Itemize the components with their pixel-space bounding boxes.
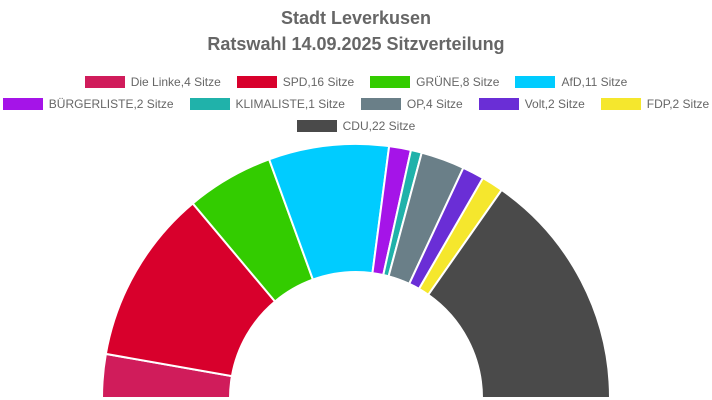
legend-swatch-die-linke [84, 76, 125, 88]
legend-item-fdp[interactable]: FDP,2 Sitze [600, 97, 710, 111]
legend-label-spd: SPD,16 Sitze [282, 75, 355, 89]
legend-row-1: Die Linke,4 Sitze SPD,16 Sitze GRÜNE,8 Sit… [0, 75, 712, 89]
legend-item-gr-ne[interactable]: GRÜNE,8 Sitze [370, 75, 499, 89]
legend-item-cdu[interactable]: CDU,22 Sitze [296, 119, 416, 133]
chart-title-election: Ratswahl 14.09.2025 Sitzverteilung [207, 34, 505, 54]
legend-label-klimaliste: KLIMALISTE,1 Sitze [235, 97, 345, 111]
legend-swatch-b-rgerliste [2, 98, 43, 110]
legend-item-b-rgerliste[interactable]: BÜRGERLISTE,2 Sitze [2, 97, 174, 111]
chart-title-city: Stadt Leverkusen [280, 8, 432, 28]
legend-swatch-klimaliste [189, 98, 230, 110]
legend-item-volt[interactable]: Volt,2 Sitze [478, 97, 585, 111]
legend-label-gr-ne: GRÜNE,8 Sitze [416, 75, 500, 89]
legend-label-cdu: CDU,22 Sitze [342, 119, 416, 133]
legend-label-fdp: FDP,2 Sitze [646, 97, 710, 111]
legend-swatch-cdu [296, 120, 337, 132]
legend-swatch-afd [515, 76, 556, 88]
legend-label-die-linke: Die Linke,4 Sitze [130, 75, 221, 89]
legend-item-die-linke[interactable]: Die Linke,4 Sitze [84, 75, 221, 89]
seat-segment-cdu[interactable] [426, 188, 612, 399]
legend-item-afd[interactable]: AfD,11 Sitze [515, 75, 627, 89]
legend-label-volt: Volt,2 Sitze [524, 97, 585, 111]
legend-item-op[interactable]: OP,4 Sitze [360, 97, 463, 111]
legend-row-2: BÜRGERLISTE,2 Sitze KLIMALISTE,1 Sitze OP,… [0, 97, 712, 111]
legend-swatch-op [360, 98, 401, 110]
legend-label-b-rgerliste: BÜRGERLISTE,2 Sitze [48, 97, 174, 111]
legend-item-spd[interactable]: SPD,16 Sitze [236, 75, 355, 89]
legend-swatch-fdp [600, 98, 641, 110]
legend-swatch-gr-ne [370, 76, 411, 88]
legend-row-3: CDU,22 Sitze [0, 119, 712, 133]
legend-swatch-volt [478, 98, 519, 110]
legend-swatch-spd [236, 76, 277, 88]
legend-label-afd: AfD,11 Sitze [561, 75, 628, 89]
legend-label-op: OP,4 Sitze [406, 97, 463, 111]
legend-item-klimaliste[interactable]: KLIMALISTE,1 Sitze [189, 97, 345, 111]
